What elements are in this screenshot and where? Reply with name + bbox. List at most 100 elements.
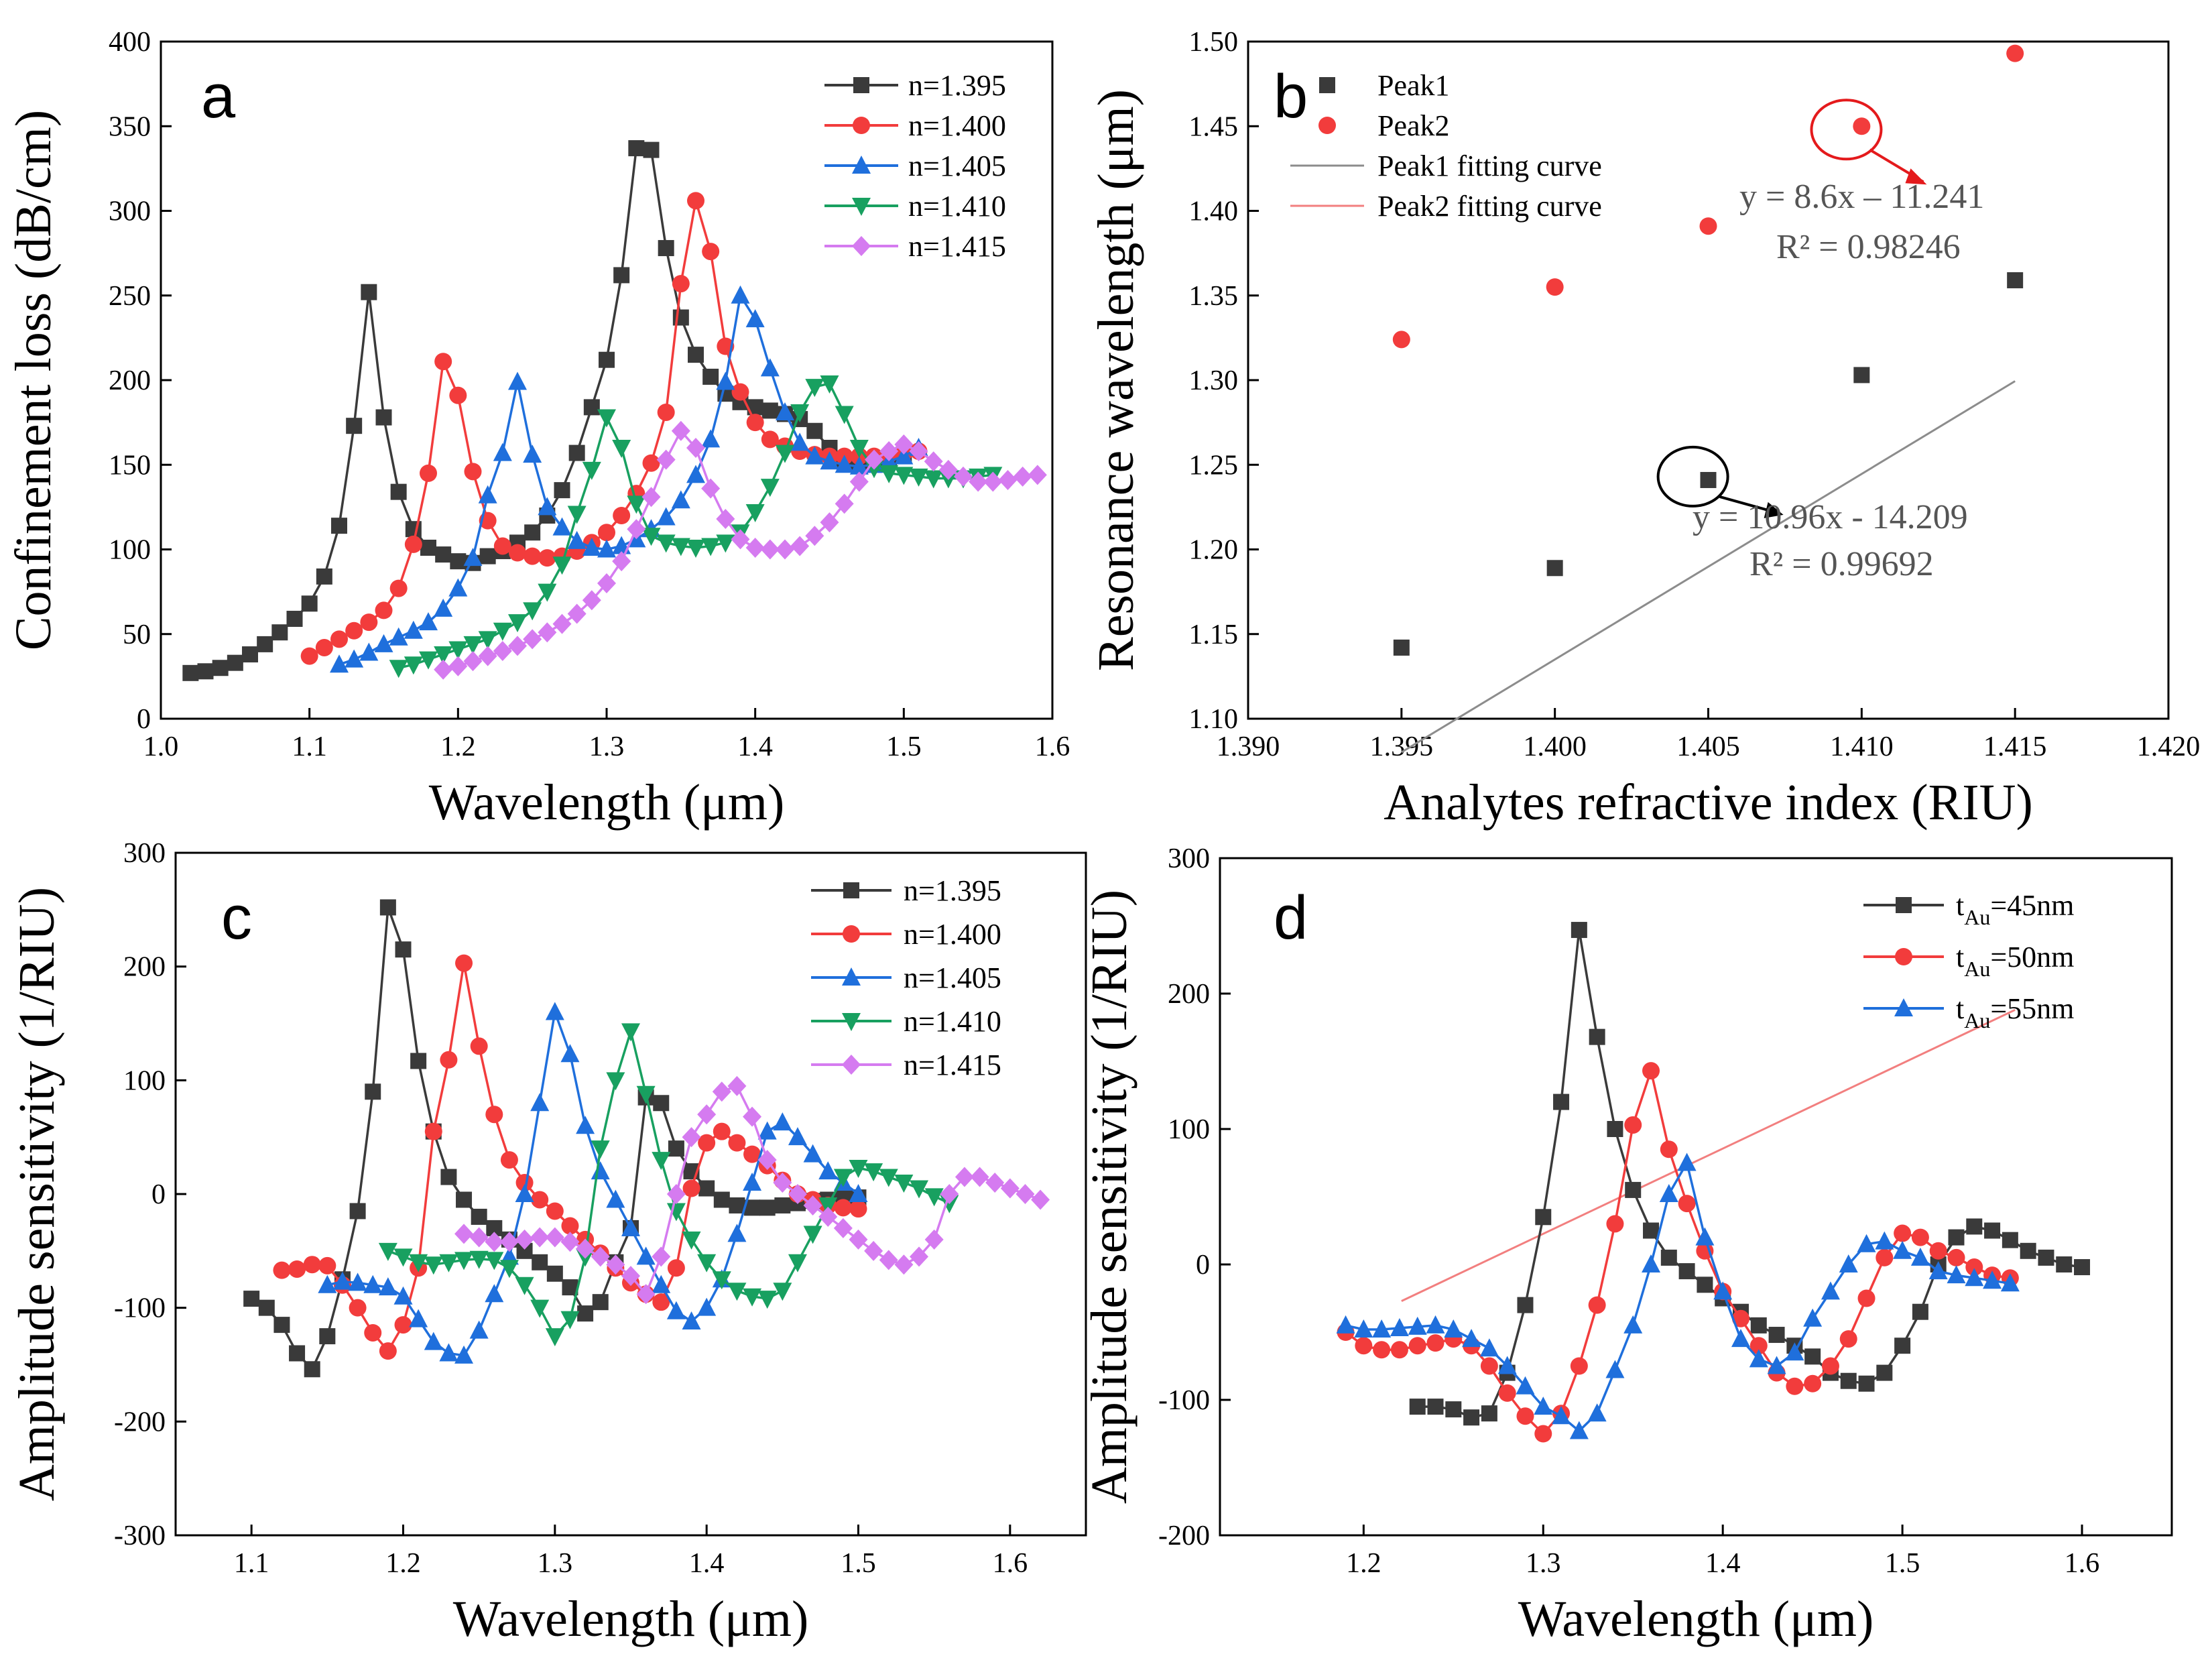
- data-point: [672, 275, 690, 293]
- x-tick-label: 1.2: [385, 1548, 421, 1579]
- x-tick-label: 1.5: [886, 731, 922, 762]
- data-point: [652, 1246, 671, 1267]
- data-point: [1857, 1289, 1876, 1307]
- data-point: [2020, 1242, 2036, 1259]
- data-point: [636, 1246, 656, 1265]
- x-tick-label: 1.3: [1526, 1548, 1561, 1579]
- data-point: [583, 399, 600, 416]
- data-point: [592, 1294, 609, 1311]
- data-point: [938, 459, 958, 480]
- data-point: [652, 1274, 671, 1293]
- data-point: [970, 1167, 989, 1187]
- data-point: [449, 386, 467, 404]
- data-point: [894, 446, 914, 465]
- data-point: [671, 490, 690, 509]
- data-point: [1928, 1261, 1948, 1280]
- data-point: [773, 1173, 792, 1193]
- data-point: [743, 1288, 762, 1307]
- data-point: [2074, 1259, 2091, 1276]
- data-point: [469, 1320, 489, 1339]
- data-point: [463, 548, 483, 567]
- y-axis-label: Resonance wavelength (μm): [1088, 89, 1144, 671]
- y-tick-label: 1.35: [1189, 281, 1239, 312]
- y-tick-label: 200: [1168, 979, 1210, 1010]
- data-point: [1605, 1360, 1625, 1378]
- data-point: [349, 1299, 367, 1317]
- data-point: [621, 1266, 640, 1287]
- data-point: [243, 1291, 260, 1307]
- data-point: [288, 1260, 306, 1278]
- data-point: [567, 506, 587, 524]
- data-point: [716, 371, 735, 390]
- y-tick-label: 400: [109, 27, 151, 58]
- data-point: [1678, 1195, 1696, 1213]
- data-point: [597, 539, 616, 558]
- y-axis-label: Amplitude sensitivity (1/RIU): [1081, 890, 1138, 1504]
- data-point: [788, 1184, 807, 1204]
- data-point: [375, 601, 393, 619]
- data-point: [1660, 1140, 1678, 1159]
- data-point: [515, 1184, 534, 1202]
- data-point: [303, 1256, 321, 1274]
- data-point: [716, 509, 735, 530]
- data-point: [803, 1144, 822, 1163]
- data-point: [656, 534, 676, 553]
- data-point: [865, 449, 883, 470]
- data-point: [454, 1224, 474, 1244]
- data-point: [1498, 1384, 1516, 1402]
- data-point: [924, 470, 943, 489]
- data-point: [538, 583, 557, 602]
- data-point: [985, 1173, 1005, 1193]
- data-point: [894, 434, 914, 455]
- data-point: [910, 1246, 929, 1267]
- data-point: [545, 1227, 564, 1248]
- data-point: [1392, 331, 1410, 349]
- legend-marker: [1894, 998, 1913, 1016]
- data-point: [924, 1188, 944, 1207]
- data-point: [757, 1150, 777, 1171]
- y-tick-label: 100: [1168, 1114, 1210, 1145]
- data-point: [729, 1197, 745, 1213]
- data-point: [552, 613, 572, 634]
- y-tick-label: -300: [114, 1521, 166, 1551]
- data-point: [1516, 1376, 1535, 1395]
- data-point: [835, 493, 854, 514]
- data-point: [773, 1283, 792, 1301]
- data-point: [532, 1254, 548, 1270]
- data-point: [1497, 1356, 1517, 1374]
- x-tick-label: 1.415: [1983, 731, 2047, 762]
- y-tick-label: 0: [1196, 1250, 1210, 1281]
- annotation-arrowhead: [1764, 501, 1784, 518]
- data-point: [657, 403, 675, 421]
- data-point: [761, 402, 778, 419]
- y-tick-label: -100: [114, 1293, 166, 1324]
- data-point: [924, 451, 943, 472]
- legend-marker: [843, 882, 859, 898]
- legend-marker: [842, 1013, 861, 1031]
- data-point: [554, 482, 570, 499]
- panel-d: 1.2 1.3 1.4 1.5 1.6 -200 -100 0 100 200 300 Wavelen…: [1081, 843, 2173, 1647]
- data-point: [606, 1189, 625, 1208]
- data-point: [776, 402, 794, 420]
- legend-marker: [1895, 948, 1912, 965]
- data-point: [1929, 1242, 1947, 1260]
- data-point: [1767, 1356, 1786, 1374]
- data-point: [197, 663, 214, 680]
- data-point: [365, 1083, 381, 1100]
- data-point: [1031, 1189, 1050, 1210]
- y-tick-label: 300: [109, 196, 151, 227]
- data-point: [420, 539, 436, 556]
- data-point: [1948, 1229, 1965, 1246]
- data-point: [463, 636, 483, 654]
- data-point: [273, 1317, 290, 1333]
- data-point: [545, 1328, 564, 1347]
- data-point: [448, 641, 468, 660]
- x-tick-label: 1.3: [538, 1548, 573, 1579]
- data-point: [1463, 1409, 1480, 1426]
- x-tick-label: 1.400: [1523, 731, 1587, 762]
- data-point: [454, 1252, 474, 1270]
- legend-marker: [1318, 117, 1336, 134]
- data-point: [1517, 1297, 1534, 1313]
- legend-label: n=1.395: [904, 874, 1001, 907]
- x-axis-label: Wavelength (μm): [1518, 1591, 1874, 1647]
